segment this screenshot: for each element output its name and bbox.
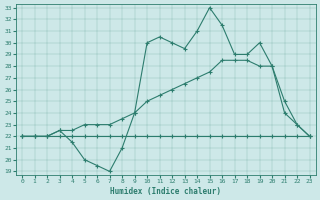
X-axis label: Humidex (Indice chaleur): Humidex (Indice chaleur) [110, 187, 221, 196]
